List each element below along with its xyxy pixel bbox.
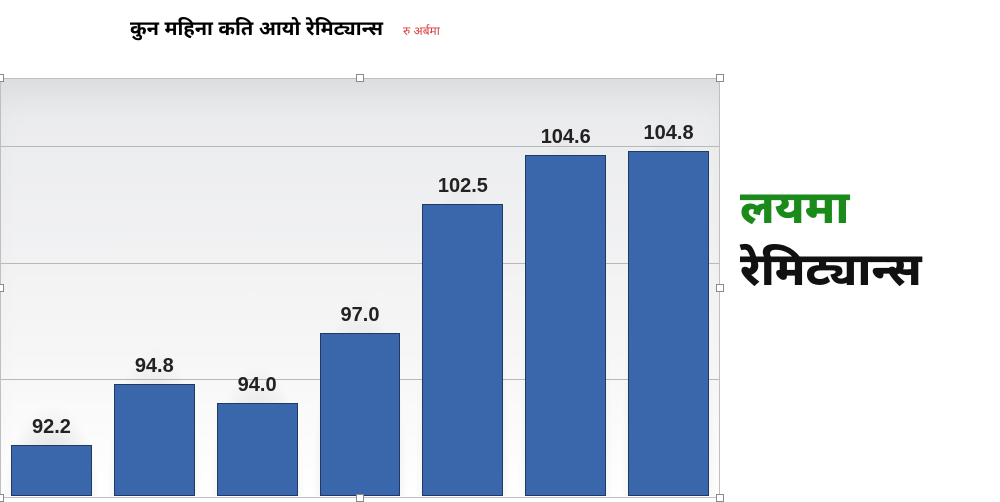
bar[interactable] xyxy=(628,151,709,496)
bar[interactable] xyxy=(525,155,606,496)
right-line-2: रेमिट्यान्स xyxy=(740,242,922,304)
bar-slot: 102.5 xyxy=(422,204,503,496)
bar[interactable] xyxy=(422,204,503,496)
bar-value-label: 97.0 xyxy=(303,304,416,327)
bar-slot: 97.0 xyxy=(320,333,401,496)
bar-value-label: 94.8 xyxy=(98,355,211,378)
right-line-1: लयमा xyxy=(740,180,922,242)
resize-handle[interactable] xyxy=(0,74,4,82)
bar[interactable] xyxy=(320,333,401,496)
right-headline: लयमा रेमिट्यान्स xyxy=(740,180,922,304)
chart-area[interactable]: 92.294.894.097.0102.5104.6104.8 xyxy=(0,78,720,498)
bar[interactable] xyxy=(217,403,298,496)
bar-slot: 104.6 xyxy=(525,155,606,496)
bar-slot: 94.0 xyxy=(217,403,298,496)
resize-handle[interactable] xyxy=(716,494,724,502)
bar-value-label: 102.5 xyxy=(406,175,519,198)
resize-handle[interactable] xyxy=(716,284,724,292)
resize-handle[interactable] xyxy=(0,494,4,502)
bar-value-label: 104.8 xyxy=(612,122,725,145)
bar-slot: 92.2 xyxy=(11,445,92,496)
resize-handle[interactable] xyxy=(716,74,724,82)
bar-slot: 94.8 xyxy=(114,384,195,496)
bar[interactable] xyxy=(114,384,195,496)
bar[interactable] xyxy=(11,445,92,496)
bar-slot: 104.8 xyxy=(628,151,709,496)
chart-header: कुन महिना कति आयो रेमिट्यान्स रु अर्बमा xyxy=(130,18,440,44)
chart-title: कुन महिना कति आयो रेमिट्यान्स xyxy=(130,18,383,44)
bar-value-label: 104.6 xyxy=(509,126,622,149)
resize-handle[interactable] xyxy=(0,284,4,292)
resize-handle[interactable] xyxy=(356,74,364,82)
bar-value-label: 94.0 xyxy=(201,374,314,397)
bars-container: 92.294.894.097.0102.5104.6104.8 xyxy=(1,79,719,497)
chart-subtitle: रु अर्बमा xyxy=(403,24,440,40)
bar-value-label: 92.2 xyxy=(0,416,108,439)
resize-handle[interactable] xyxy=(356,494,364,502)
